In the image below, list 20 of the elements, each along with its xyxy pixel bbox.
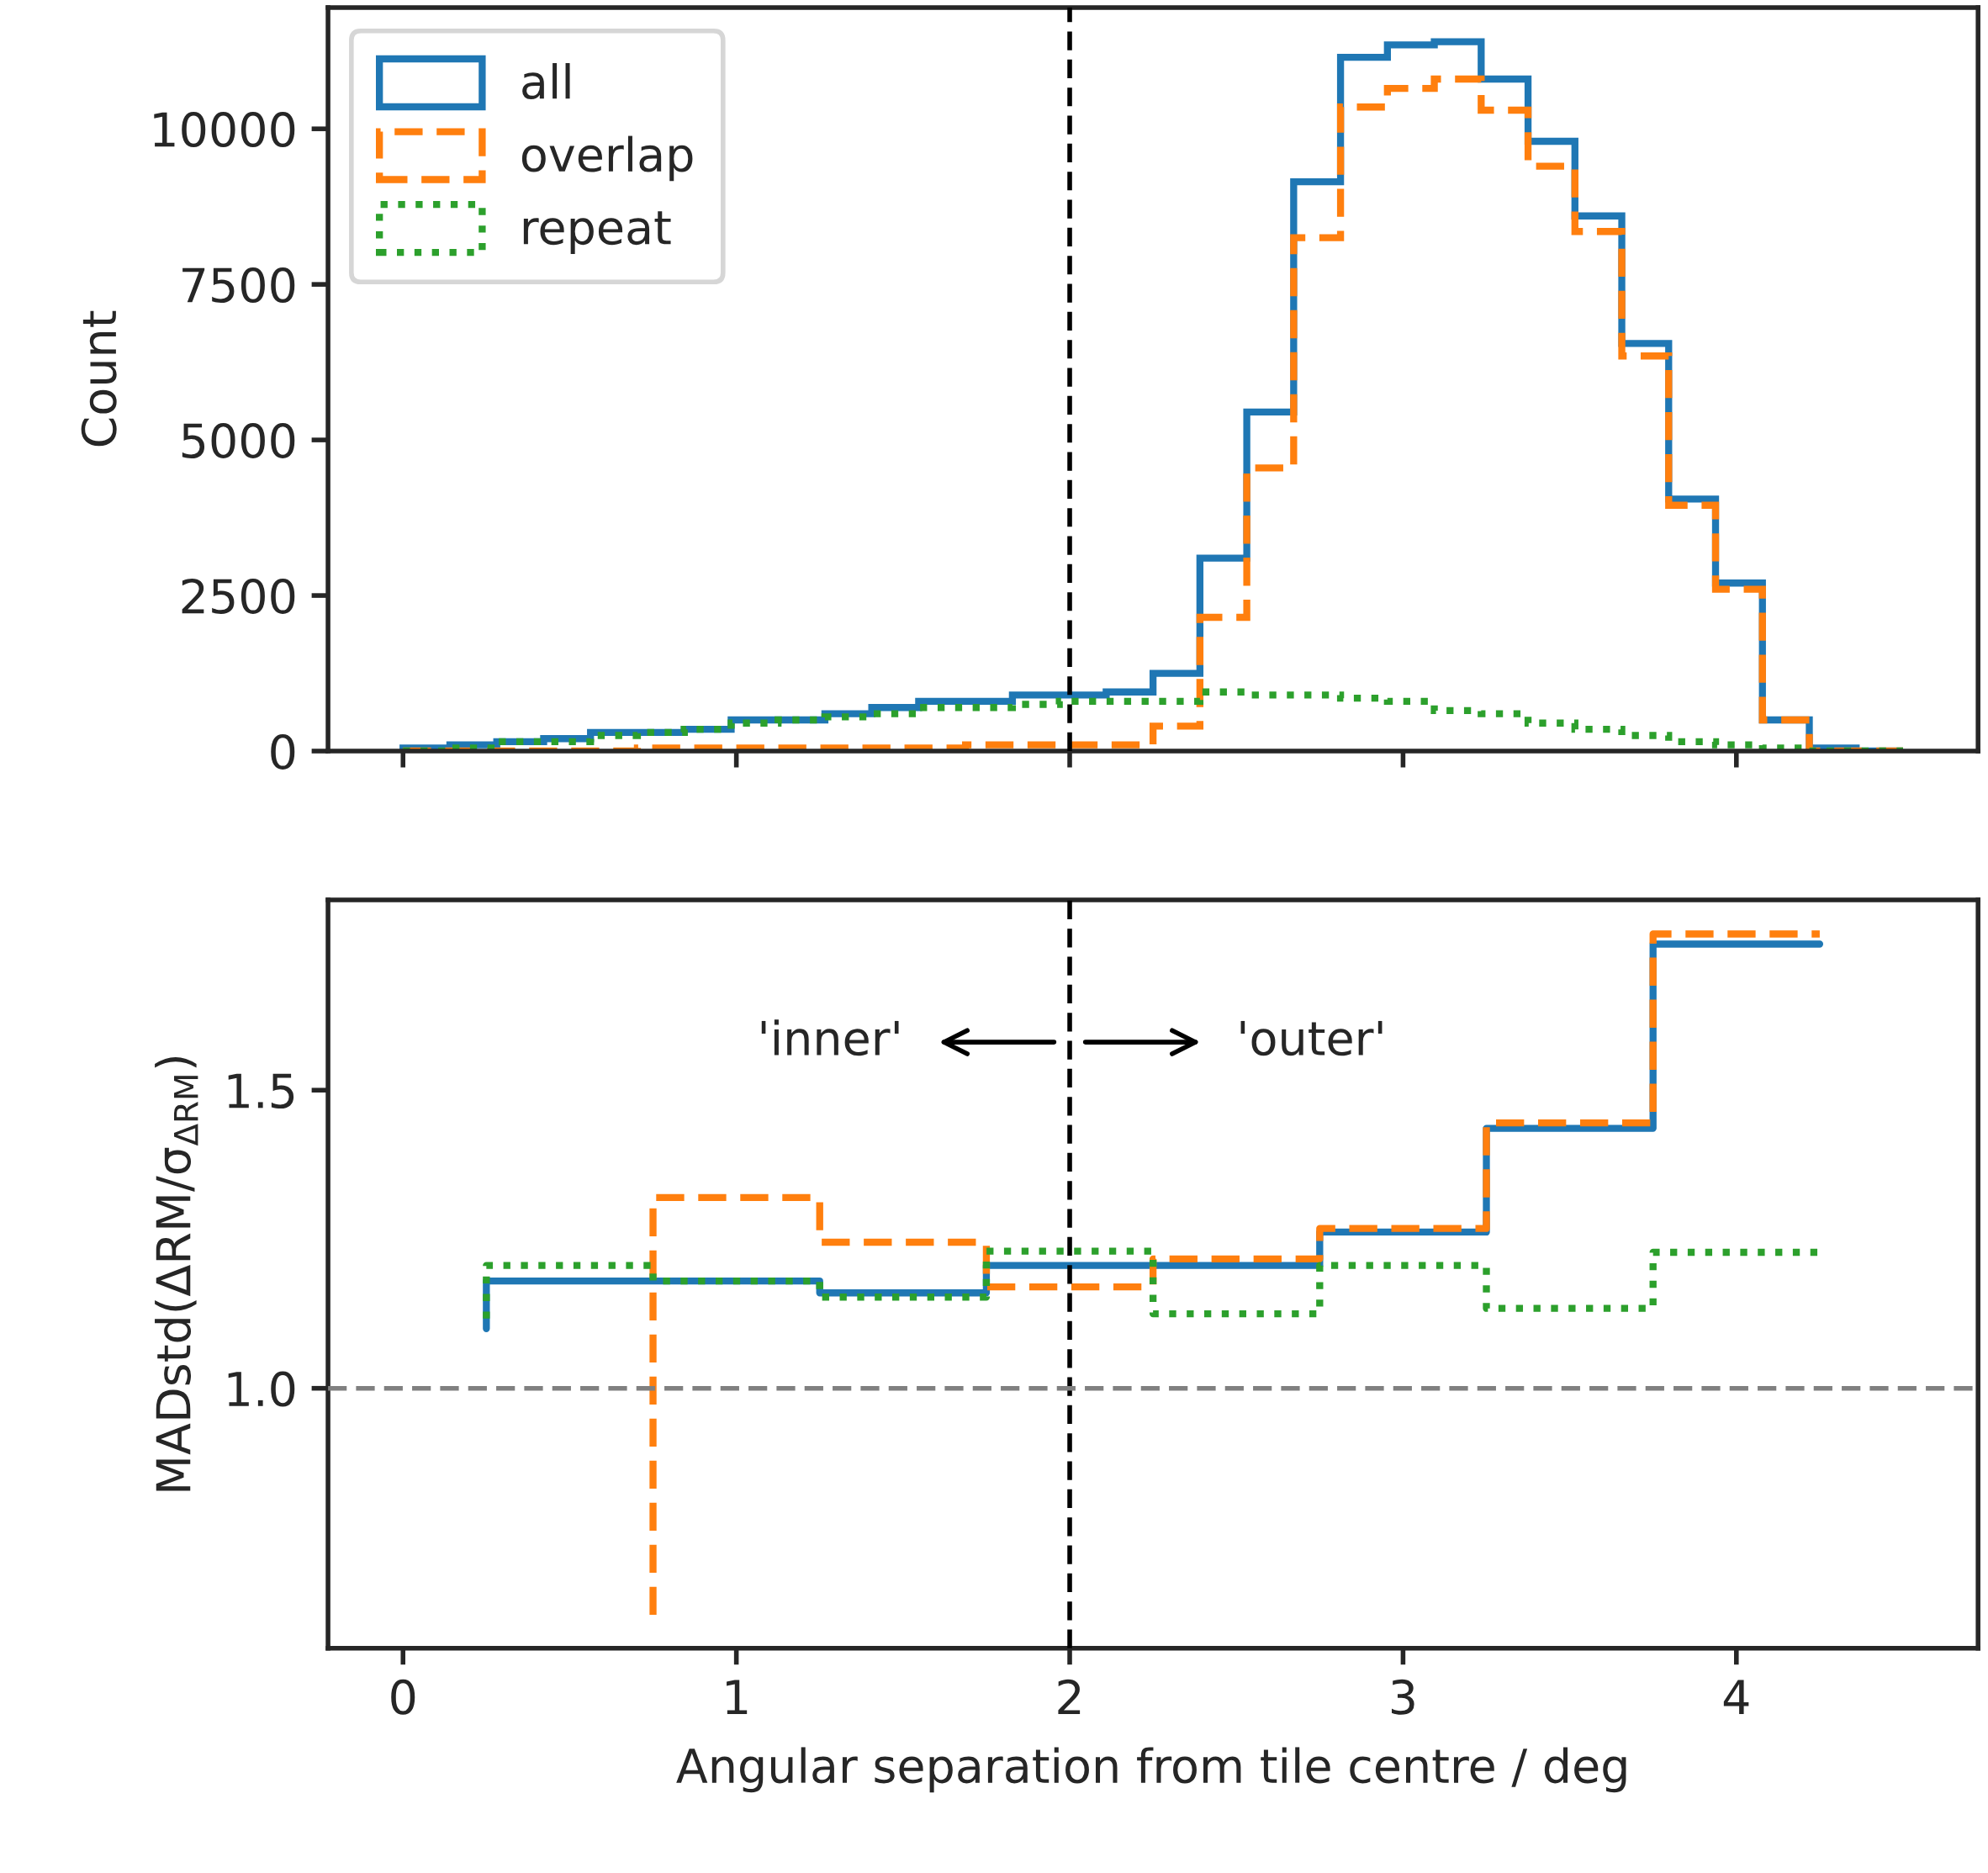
y-tick-label: 0 [271,733,295,770]
x-tick-label: 3 [1391,1679,1414,1715]
y-tick-label: 10000 [154,112,295,148]
annotation: 'outer' [1240,1020,1383,1056]
x-tick-label: 2 [1058,1679,1081,1715]
x-axis-title: Angular separation from tile centre / deg [676,1747,1626,1793]
legend-label: all [522,63,570,100]
legend-label: overlap [521,135,693,182]
x-tick-label: 4 [1723,1680,1749,1715]
y-axis-title: Count [81,310,117,447]
annotation: 'inner' [761,1019,899,1056]
y-tick-label: 2500 [182,578,295,614]
y-axis-title: MADstd(ΔRM/σ$_{ΔRM}$) [155,1056,198,1491]
y-tick-label: 1.5 [228,1073,294,1109]
y-tick-label: 5000 [182,422,295,458]
legend-label: repeat [523,211,671,254]
y-tick-label: 1.0 [228,1371,295,1407]
x-tick-label: 0 [391,1679,415,1715]
y-tick-label: 7500 [182,267,295,304]
x-tick-label: 1 [727,1680,748,1715]
